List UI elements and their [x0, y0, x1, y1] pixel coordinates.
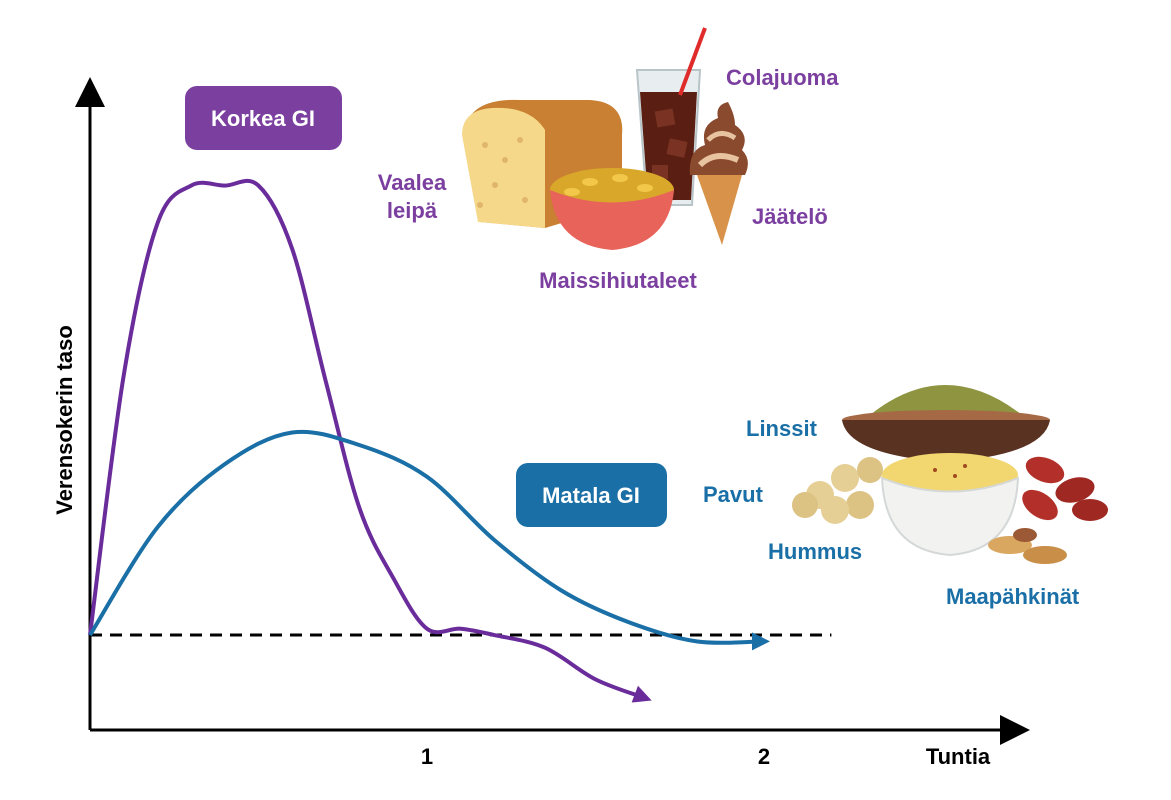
series-line-high-gi	[88, 178, 647, 701]
y-axis-label: Verensokerin taso	[52, 325, 77, 515]
cola-illustration	[635, 27, 707, 206]
x-tick-2: 2	[758, 744, 770, 769]
series-arrow-low-gi	[752, 632, 770, 651]
badge-high-gi-label: Korkea GI	[211, 106, 315, 131]
label-linssit: Linssit	[746, 416, 818, 441]
label-hummus: Hummus	[768, 539, 862, 564]
label-pavut: Pavut	[703, 482, 764, 507]
label-vaalea: Vaalea	[378, 170, 447, 195]
badge-high-gi: Korkea GI	[185, 86, 342, 150]
high-gi-food-illustrations	[462, 27, 748, 250]
label-maapahkinat: Maapähkinät	[946, 584, 1080, 609]
series-line-low-gi	[88, 429, 765, 645]
label-leipa: leipä	[387, 198, 438, 223]
label-jaatelo: Jäätelö	[752, 204, 828, 229]
low-gi-food-illustrations	[792, 385, 1108, 564]
x-axis-label: Tuntia	[926, 744, 991, 769]
label-colajuoma: Colajuoma	[726, 65, 839, 90]
cereal-illustration	[550, 168, 674, 250]
lentil-illustration	[842, 385, 1050, 462]
badge-low-gi: Matala GI	[516, 463, 667, 527]
hummus-illustration	[880, 453, 1020, 557]
series-arrow-high-gi	[631, 685, 652, 703]
beans-illustration	[1022, 456, 1108, 521]
icecream-illustration	[689, 102, 748, 245]
badge-low-gi-label: Matala GI	[542, 483, 640, 508]
chickpeas-illustration	[792, 457, 883, 524]
x-tick-1: 1	[421, 744, 433, 769]
peanuts-illustration	[988, 528, 1067, 564]
label-maissihiutaleet: Maissihiutaleet	[539, 268, 697, 293]
